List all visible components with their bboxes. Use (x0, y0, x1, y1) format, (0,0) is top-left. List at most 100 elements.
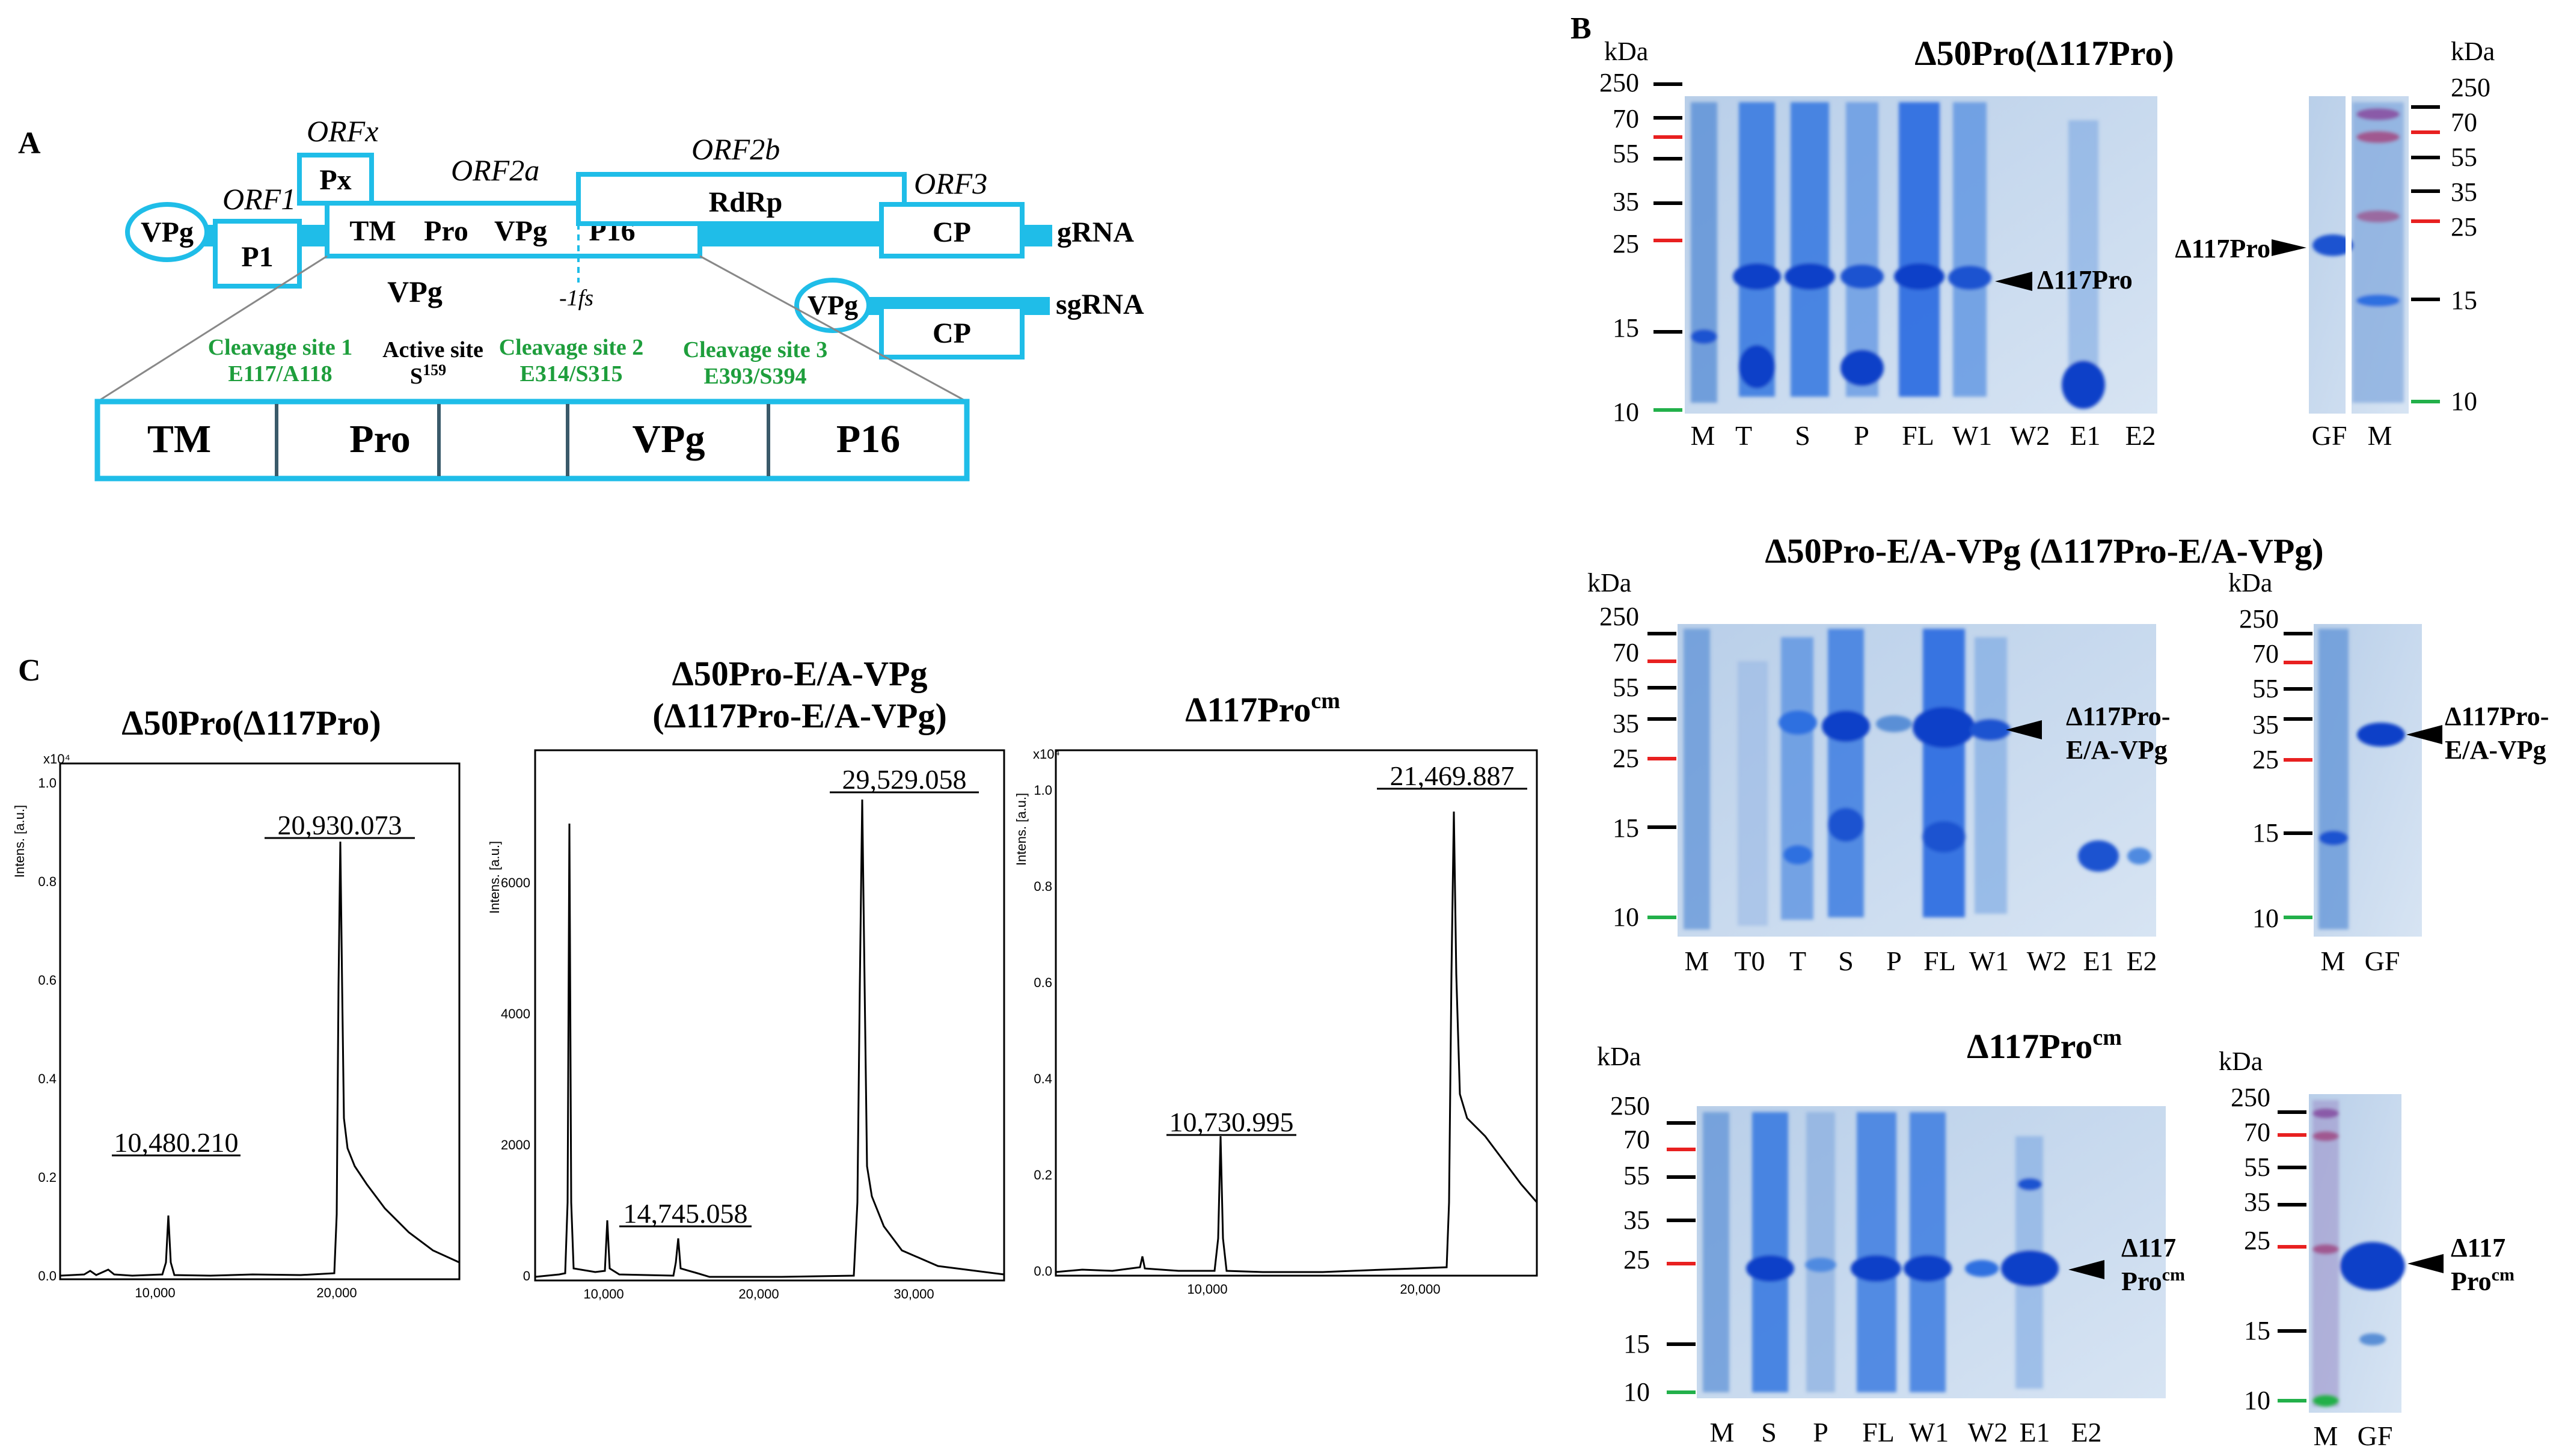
spec1-ytick: 0.8 (38, 874, 57, 889)
band (1783, 845, 1812, 864)
px-label: Px (319, 164, 351, 196)
active-site: S159 (410, 361, 446, 389)
lane-label: W1 (1952, 420, 1992, 451)
band (2312, 1109, 2339, 1118)
band (2312, 1395, 2339, 1407)
ladder-label: 10 (2244, 1386, 2270, 1415)
lane-fl (1857, 1112, 1896, 1392)
lane-w1 (1975, 637, 2007, 914)
ladder-label: 35 (1613, 187, 1639, 216)
spec1-peak-main: 20,930.073 (278, 810, 402, 840)
gel2-side-label-1: Δ117Pro- (2445, 702, 2549, 731)
spec2-ytick: 2000 (501, 1137, 530, 1152)
lane-label: M (1691, 420, 1715, 451)
band (2356, 108, 2400, 120)
band (1904, 1255, 1952, 1282)
gel3-ladder-ticks (1667, 1121, 1696, 1394)
ladder-label: 25 (1613, 229, 1639, 258)
spec3-ytick: 0.4 (1034, 1071, 1052, 1086)
lane-fl (1923, 629, 1965, 917)
spec2-ytick: 6000 (501, 875, 530, 890)
band (2127, 848, 2151, 864)
zoom-pro: Pro (349, 417, 410, 461)
lane-w1 (1910, 1112, 1946, 1392)
ladder-label: 15 (2244, 1316, 2270, 1345)
gel2-arrow (2006, 720, 2042, 739)
gel1-side-ladder-labels: 250 70 55 35 25 15 10 (2451, 73, 2490, 416)
ladder-label: 55 (2451, 142, 2477, 172)
gel1-kda: kDa (1604, 37, 1648, 66)
lane-s (1791, 102, 1829, 397)
spec1-axes (59, 762, 461, 1280)
ladder-label: 10 (1613, 397, 1639, 427)
orf3-label: ORF3 (914, 167, 987, 200)
lane-label: FL (1862, 1417, 1895, 1448)
gel2-side-ladder-labels: 250 70 55 35 25 15 10 (2239, 604, 2279, 933)
band (1805, 1258, 1836, 1272)
spec1-ytick: 0.6 (38, 973, 57, 988)
band (2018, 1178, 2042, 1190)
spec1-ytick: 0.0 (38, 1268, 57, 1283)
spec2-ytick: 4000 (501, 1006, 530, 1021)
gel1-ladder-ticks (1653, 82, 1682, 412)
band (1691, 329, 1717, 344)
band (2359, 1333, 2386, 1345)
lane-label: P (1813, 1417, 1828, 1448)
active-site-residue: S (410, 364, 423, 389)
gel1-side-bands (2312, 102, 2404, 403)
zoom-line-right (699, 255, 967, 403)
gel2-title: Δ50Pro-E/A-VPg (Δ117Pro-E/A-VPg) (1765, 531, 2323, 570)
gel2-ladder-labels: 250 70 55 35 25 15 10 (1599, 602, 1639, 932)
ladder-label: 70 (2451, 108, 2477, 137)
spec3-title-sup: cm (1311, 688, 1340, 714)
ladder-label: 250 (1599, 602, 1639, 631)
cleave1-site: E117/A118 (228, 361, 332, 387)
cleave1-title: Cleavage site 1 (208, 335, 353, 360)
lane-label: E2 (2125, 420, 2156, 451)
ladder-label: 10 (1623, 1377, 1650, 1407)
spec3-title: Δ117Procm (1185, 688, 1340, 729)
ladder-label: 25 (1613, 744, 1639, 773)
lane-label: P (1886, 946, 1902, 976)
ladder-label: 250 (1610, 1091, 1650, 1121)
spec1-yticks: 0.0 0.2 0.4 0.6 0.8 1.0 (38, 775, 57, 1283)
band (2312, 1244, 2339, 1254)
spec2-title-1: Δ50Pro-E/A-VPg (672, 654, 927, 693)
ladder-label: 15 (1623, 1329, 1650, 1359)
lane-p (1806, 1112, 1835, 1392)
gel3-side-label-2-main: Pro (2451, 1267, 2492, 1296)
gel3-kda: kDa (1597, 1042, 1641, 1071)
gel3-band-label-1: Δ117 (2121, 1233, 2176, 1262)
band (1913, 707, 1975, 748)
lane-m-ladder (2318, 629, 2349, 929)
orf2a-label: ORF2a (451, 153, 539, 187)
gel3-side-label-2: Procm (2451, 1265, 2514, 1296)
band (2340, 1242, 2405, 1290)
lane-label: W1 (1909, 1417, 1949, 1448)
lane-label: T (1735, 420, 1752, 451)
grna-label: gRNA (1057, 216, 1134, 248)
gel2-side-label-2: E/A-VPg (2445, 735, 2546, 765)
ladder-label: 250 (1599, 68, 1639, 97)
orf2b-box (576, 172, 907, 226)
active-title: Active site (382, 337, 483, 362)
lane-label: E2 (2071, 1417, 2101, 1448)
lane-label: M (2368, 420, 2392, 451)
vpg-circle-label: VPg (141, 216, 194, 248)
band (1922, 821, 1966, 852)
ladder-label: 70 (1623, 1125, 1650, 1154)
spec1-xtick: 20,000 (316, 1285, 357, 1300)
band (1894, 263, 1944, 290)
band (2356, 210, 2400, 222)
lane-m-ladder (1703, 1112, 1729, 1392)
lane-label: W2 (2027, 946, 2067, 976)
spec3-peak-minor: 10,730.995 (1169, 1107, 1294, 1137)
lane-e1 (2068, 120, 2098, 397)
spec2-peak-main: 29,529.058 (842, 764, 967, 795)
lane-label: E1 (2070, 420, 2100, 451)
lane-label: S (1761, 1417, 1777, 1448)
ladder-label: 250 (2239, 604, 2279, 634)
active-site-number: 159 (423, 361, 446, 379)
fs-label: -1fs (559, 286, 593, 311)
spec2-ytick: 0 (523, 1268, 530, 1283)
